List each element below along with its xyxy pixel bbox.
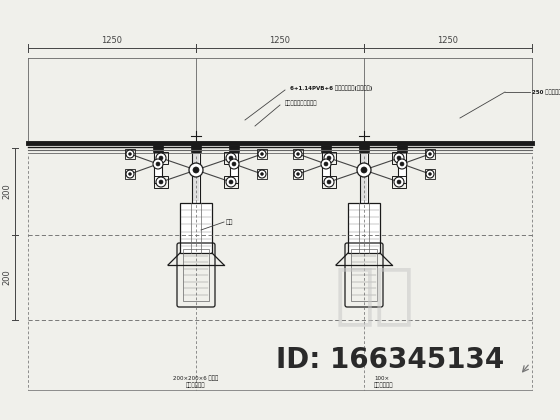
Bar: [154, 152, 162, 183]
Text: 200×200×6 矩形管: 200×200×6 矩形管: [174, 375, 218, 381]
Text: 200: 200: [2, 270, 11, 285]
Bar: [192, 152, 200, 203]
Bar: [398, 152, 406, 183]
Circle shape: [357, 163, 371, 177]
Circle shape: [428, 173, 432, 176]
Bar: [257, 169, 267, 179]
Text: 1250: 1250: [101, 36, 123, 45]
Bar: [392, 152, 406, 164]
Circle shape: [156, 177, 166, 187]
Bar: [351, 249, 377, 301]
Circle shape: [232, 162, 236, 166]
Circle shape: [156, 153, 166, 163]
Circle shape: [128, 173, 132, 176]
Circle shape: [159, 156, 163, 160]
Text: 知末: 知末: [335, 262, 415, 328]
Bar: [191, 144, 201, 152]
Circle shape: [229, 159, 239, 169]
Circle shape: [189, 163, 203, 177]
Circle shape: [296, 173, 300, 176]
Circle shape: [193, 167, 199, 173]
Bar: [360, 152, 368, 203]
Circle shape: [226, 153, 236, 163]
Circle shape: [394, 153, 404, 163]
Bar: [392, 176, 406, 188]
Bar: [397, 145, 407, 152]
Circle shape: [128, 152, 132, 155]
Text: 次龙骨零件组: 次龙骨零件组: [186, 382, 206, 388]
Bar: [154, 176, 168, 188]
Bar: [224, 152, 238, 164]
Bar: [229, 145, 239, 152]
Circle shape: [400, 162, 404, 166]
Bar: [125, 169, 135, 179]
Circle shape: [159, 180, 163, 184]
Bar: [230, 152, 238, 183]
Circle shape: [397, 180, 401, 184]
Circle shape: [324, 153, 334, 163]
Text: 100×: 100×: [374, 376, 389, 381]
Circle shape: [294, 170, 302, 178]
Bar: [180, 203, 212, 253]
Text: 主龙骨零件组: 主龙骨零件组: [374, 382, 394, 388]
Circle shape: [361, 167, 367, 173]
Bar: [322, 176, 336, 188]
Circle shape: [426, 170, 434, 178]
Circle shape: [260, 173, 264, 176]
Bar: [153, 145, 163, 152]
Circle shape: [296, 152, 300, 155]
Circle shape: [156, 162, 160, 166]
Bar: [183, 249, 209, 301]
Bar: [322, 152, 330, 183]
Bar: [293, 149, 303, 159]
Circle shape: [258, 170, 266, 178]
Circle shape: [394, 177, 404, 187]
Bar: [321, 145, 331, 152]
Text: 1250: 1250: [269, 36, 291, 45]
Circle shape: [397, 159, 407, 169]
Text: 铝框式玻璃幕墙竖龙骨: 铝框式玻璃幕墙竖龙骨: [285, 100, 318, 106]
Circle shape: [397, 156, 401, 160]
Circle shape: [153, 159, 163, 169]
Bar: [125, 149, 135, 159]
Text: 200: 200: [2, 184, 11, 199]
Bar: [154, 152, 168, 164]
Circle shape: [258, 150, 266, 158]
Circle shape: [321, 159, 331, 169]
Circle shape: [294, 150, 302, 158]
Circle shape: [327, 180, 331, 184]
Circle shape: [324, 162, 328, 166]
Text: 吸气: 吸气: [226, 219, 234, 225]
Circle shape: [226, 177, 236, 187]
Circle shape: [426, 150, 434, 158]
Text: ID: 166345134: ID: 166345134: [276, 346, 504, 374]
Circle shape: [126, 150, 134, 158]
Text: 1250: 1250: [437, 36, 459, 45]
Circle shape: [327, 156, 331, 160]
Text: 250 高不锈锂驳接爺: 250 高不锈锂驳接爺: [532, 89, 560, 95]
Circle shape: [229, 156, 233, 160]
Text: 6+1.14PVB+6 馒化夹层玻璃(安全玻璃): 6+1.14PVB+6 馒化夹层玻璃(安全玻璃): [290, 85, 372, 91]
Bar: [224, 176, 238, 188]
Circle shape: [126, 170, 134, 178]
Bar: [425, 169, 435, 179]
Circle shape: [229, 180, 233, 184]
Bar: [425, 149, 435, 159]
Bar: [293, 169, 303, 179]
Bar: [322, 152, 336, 164]
Circle shape: [324, 177, 334, 187]
Bar: [359, 144, 369, 152]
Circle shape: [428, 152, 432, 155]
Bar: [257, 149, 267, 159]
Bar: [348, 203, 380, 253]
Circle shape: [260, 152, 264, 155]
